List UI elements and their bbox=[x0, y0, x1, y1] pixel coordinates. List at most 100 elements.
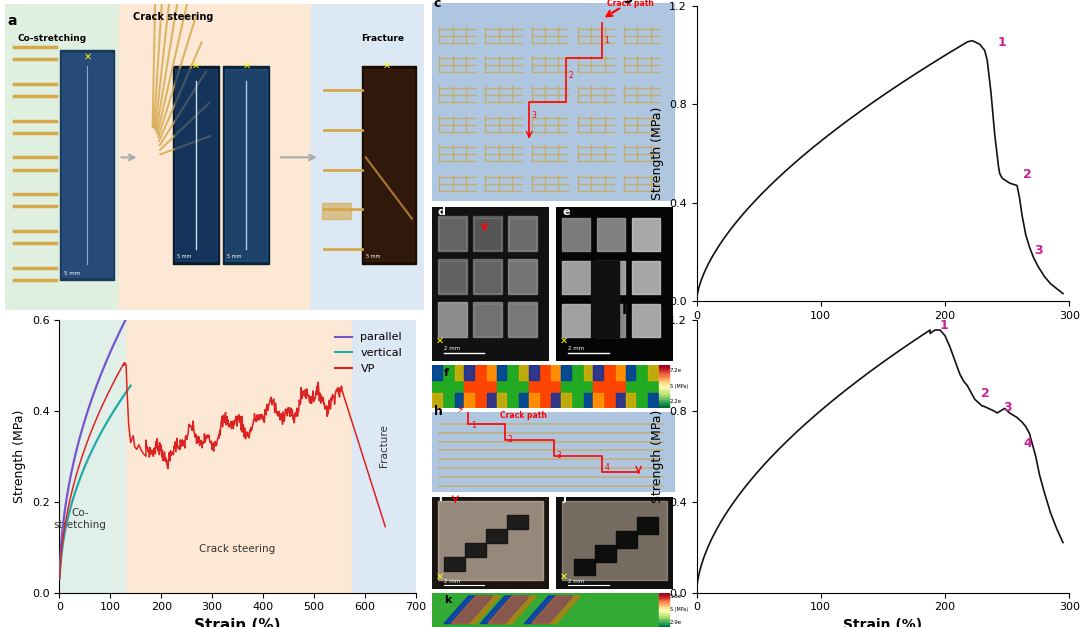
Bar bbox=[659, 376, 669, 377]
Bar bbox=[437, 501, 543, 580]
Bar bbox=[507, 515, 528, 529]
Bar bbox=[552, 393, 562, 408]
Text: c: c bbox=[433, 0, 441, 10]
Bar bbox=[125, 320, 352, 593]
Bar bbox=[173, 66, 219, 265]
Text: Crack path: Crack path bbox=[607, 0, 653, 8]
Text: a: a bbox=[8, 14, 17, 28]
Bar bbox=[562, 261, 590, 295]
Bar bbox=[659, 371, 669, 374]
Bar bbox=[562, 218, 590, 251]
Bar bbox=[352, 320, 416, 593]
Text: ✕: ✕ bbox=[559, 335, 568, 345]
Text: ⚡: ⚡ bbox=[457, 406, 464, 416]
Bar bbox=[648, 365, 658, 380]
Bar bbox=[311, 4, 424, 310]
Bar bbox=[455, 393, 464, 408]
Bar bbox=[659, 397, 669, 399]
Text: i: i bbox=[437, 493, 442, 503]
Bar bbox=[659, 622, 669, 623]
Text: Crack steering: Crack steering bbox=[200, 544, 275, 554]
Bar bbox=[519, 365, 529, 380]
Bar bbox=[637, 517, 658, 534]
Bar bbox=[562, 365, 571, 380]
Text: 7.2e: 7.2e bbox=[670, 368, 681, 373]
Bar bbox=[616, 393, 625, 408]
Text: 3: 3 bbox=[556, 451, 561, 460]
Bar bbox=[464, 365, 474, 380]
Bar bbox=[119, 4, 311, 310]
Bar bbox=[59, 320, 125, 593]
Text: 3: 3 bbox=[1003, 401, 1012, 414]
Bar bbox=[486, 529, 507, 543]
Bar bbox=[597, 303, 625, 337]
Bar bbox=[5, 4, 119, 310]
Bar bbox=[552, 365, 562, 380]
Bar bbox=[437, 302, 467, 337]
Bar bbox=[616, 531, 637, 547]
Bar bbox=[659, 596, 669, 598]
Bar bbox=[659, 604, 669, 606]
Text: 4: 4 bbox=[1023, 437, 1032, 450]
Bar bbox=[659, 598, 669, 599]
Bar bbox=[659, 393, 669, 395]
Text: 2.2e: 2.2e bbox=[670, 399, 681, 404]
Bar bbox=[659, 401, 669, 403]
Text: ✕: ✕ bbox=[192, 61, 200, 71]
Polygon shape bbox=[525, 596, 573, 623]
Text: l: l bbox=[622, 302, 627, 317]
Bar bbox=[562, 365, 593, 408]
Text: 2 mm: 2 mm bbox=[568, 345, 584, 350]
Bar bbox=[583, 365, 593, 380]
Polygon shape bbox=[481, 596, 529, 623]
Text: Co-
stretching: Co- stretching bbox=[53, 508, 106, 530]
Bar bbox=[432, 365, 464, 408]
Text: Fracture: Fracture bbox=[379, 424, 389, 467]
Text: ✕: ✕ bbox=[435, 572, 444, 582]
Text: 5 mm: 5 mm bbox=[177, 255, 191, 260]
Bar bbox=[659, 615, 669, 617]
Text: 2 mm: 2 mm bbox=[568, 579, 584, 584]
Bar bbox=[509, 218, 536, 250]
Text: 1: 1 bbox=[940, 319, 949, 332]
Bar bbox=[59, 50, 114, 280]
Bar bbox=[659, 620, 669, 622]
Bar bbox=[487, 365, 497, 380]
Bar bbox=[597, 218, 625, 251]
Bar bbox=[597, 261, 625, 295]
Bar bbox=[562, 393, 571, 408]
Bar bbox=[632, 303, 660, 337]
Bar bbox=[625, 365, 635, 380]
Bar bbox=[562, 501, 667, 580]
Text: Crack steering: Crack steering bbox=[133, 12, 213, 22]
Bar bbox=[595, 545, 616, 562]
Bar bbox=[438, 303, 465, 336]
Bar bbox=[659, 384, 669, 386]
Bar bbox=[659, 388, 669, 391]
Bar bbox=[593, 393, 603, 408]
Text: 1: 1 bbox=[605, 36, 609, 45]
Bar bbox=[224, 66, 269, 265]
Bar bbox=[473, 216, 502, 251]
Bar bbox=[659, 618, 669, 620]
X-axis label: Strain (%): Strain (%) bbox=[843, 618, 922, 627]
Bar bbox=[659, 609, 669, 611]
Text: 2: 2 bbox=[1023, 168, 1032, 181]
Bar bbox=[226, 68, 268, 261]
Text: g: g bbox=[622, 0, 633, 3]
Bar bbox=[464, 365, 497, 408]
Bar bbox=[497, 365, 507, 380]
Bar bbox=[464, 393, 474, 408]
Bar bbox=[659, 613, 669, 615]
Bar bbox=[659, 608, 669, 609]
Text: 3: 3 bbox=[531, 111, 537, 120]
Bar bbox=[573, 559, 595, 576]
Text: 1: 1 bbox=[471, 421, 475, 430]
Text: d: d bbox=[437, 206, 446, 216]
Bar bbox=[632, 261, 660, 295]
Bar bbox=[444, 557, 464, 571]
Bar bbox=[659, 601, 669, 603]
Bar bbox=[473, 259, 502, 295]
Text: Fracture: Fracture bbox=[362, 34, 405, 43]
Bar bbox=[175, 68, 217, 261]
